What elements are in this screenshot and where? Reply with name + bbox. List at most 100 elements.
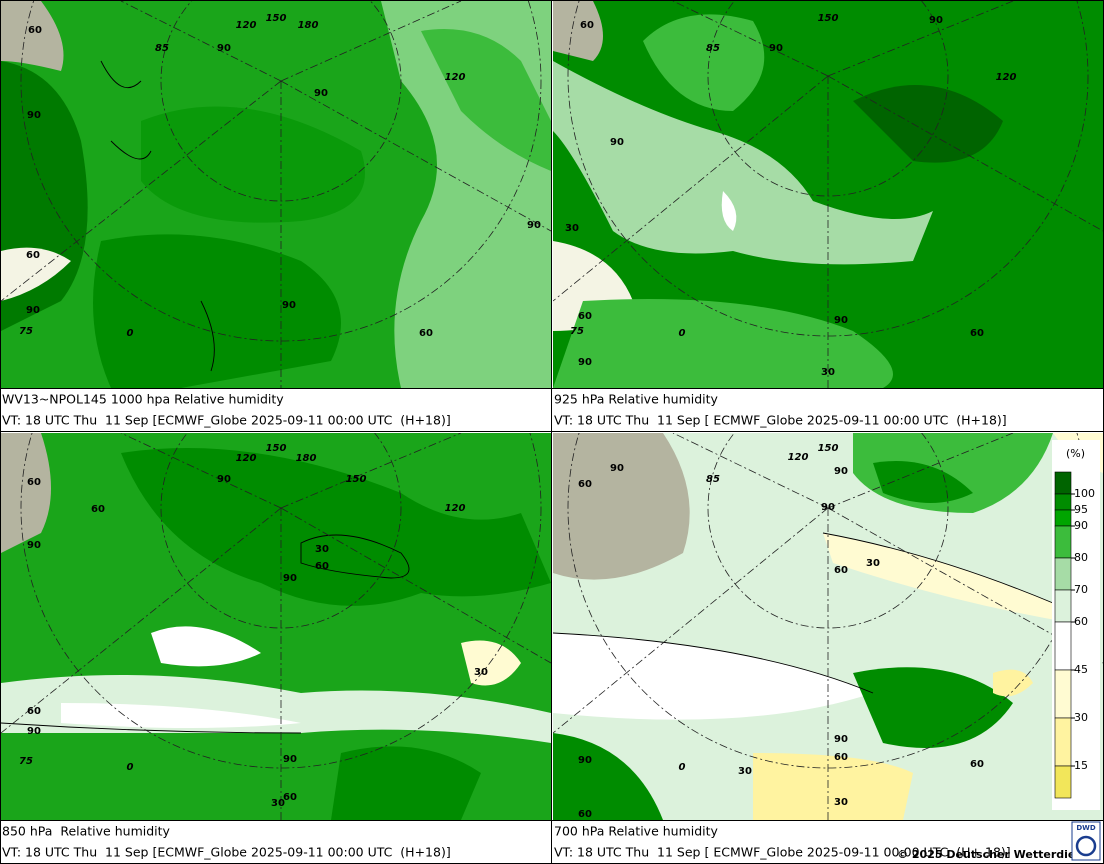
contour-label: 90 (314, 88, 328, 99)
panel-valid-time: VT: 18 UTC Thu 11 Sep [ ECMWF_Globe 2025… (554, 845, 1011, 860)
contour-label: 60 (834, 752, 848, 763)
contour-label: 90 (217, 43, 231, 54)
contour-label: 60 (578, 809, 592, 820)
legend-swatch (1054, 621, 1072, 671)
graticule-label: 85 (706, 474, 720, 485)
contour-label: 30 (738, 766, 752, 777)
map-shape (993, 669, 1033, 697)
legend-label: 95 (1074, 503, 1088, 516)
copyright: © 2025 Deutscher Wetterdienst (897, 848, 1095, 861)
map-shape (553, 433, 1103, 820)
map-shape (643, 14, 765, 112)
map-shape (20, 433, 542, 769)
legend-label: 70 (1074, 583, 1088, 596)
contour-label: 60 (283, 792, 297, 803)
graticule-label: 180 (298, 20, 319, 31)
contour-label: 90 (834, 734, 848, 745)
legend-swatch (1054, 471, 1072, 495)
contour-label: 90 (821, 502, 835, 513)
graticule-label: 150 (346, 474, 367, 485)
graticule-label: 75 (570, 326, 584, 337)
graticule-label: 0 (679, 328, 686, 339)
map-shape (873, 461, 973, 503)
contour-label: 60 (970, 328, 984, 339)
map-shape (753, 753, 913, 820)
graticule-label: 75 (19, 326, 33, 337)
graticule-label: 180 (296, 453, 317, 464)
contour-label: 60 (578, 479, 592, 490)
map-shape (853, 85, 1003, 163)
legend-swatch (1054, 557, 1072, 591)
map-shape (1, 534, 410, 734)
map-shape (1, 1, 551, 388)
legend-label: 90 (1074, 519, 1088, 532)
legend-swatch (1054, 493, 1072, 511)
graticule-label: 120 (788, 452, 809, 463)
contour-label: 60 (419, 328, 433, 339)
legend-swatch (1054, 589, 1072, 623)
legend-label: 60 (1074, 615, 1088, 628)
legend-label: 100 (1074, 487, 1095, 500)
map-shape (93, 234, 341, 388)
contour-label: 60 (578, 311, 592, 322)
map-shape (553, 433, 690, 580)
graticule-label: 85 (155, 43, 169, 54)
legend-label: 30 (1074, 711, 1088, 724)
legend-swatch (1054, 717, 1072, 767)
legend-swatch (1054, 765, 1072, 799)
contour-label: 90 (929, 15, 943, 26)
map-shape (151, 626, 261, 667)
map-shape (100, 60, 215, 372)
contour-label: 60 (315, 561, 329, 572)
contour-label: 30 (315, 544, 329, 555)
legend-label: 15 (1074, 759, 1088, 772)
legend-swatch (1054, 509, 1072, 527)
contour-label: 30 (565, 223, 579, 234)
map-shape (553, 433, 1103, 820)
panel-caption: WV13~NPOL145 1000 hpa Relative humidity (2, 392, 284, 407)
map-shape (553, 633, 873, 720)
contour-label: 90 (610, 463, 624, 474)
panel-valid-time: VT: 18 UTC Thu 11 Sep [ECMWF_Globe 2025-… (2, 413, 451, 428)
map-shape (853, 667, 1013, 748)
map-shape (553, 733, 663, 820)
contour-label: 30 (821, 367, 835, 378)
contour-label: 60 (970, 759, 984, 770)
map-shape (121, 448, 551, 606)
graticule-label: 150 (818, 443, 839, 454)
map-shape (1, 433, 551, 820)
map-shape (553, 1, 603, 61)
map-shape (1, 1, 64, 71)
graticule-label: 0 (127, 762, 134, 773)
contour-label: 90 (217, 474, 231, 485)
graticule-label: 85 (706, 43, 720, 54)
graticule-label: 75 (19, 756, 33, 767)
map-shape (20, 1, 542, 342)
map-shape (553, 299, 893, 388)
contour-label: 60 (28, 25, 42, 36)
graticule-label: 120 (236, 453, 257, 464)
contour-label: 90 (27, 110, 41, 121)
graticule-label: 150 (266, 443, 287, 454)
contour-label: 60 (91, 504, 105, 515)
map-shape (1, 1, 551, 388)
map-shape (141, 106, 365, 223)
contour-label: 90 (769, 43, 783, 54)
map-shape (553, 61, 933, 265)
contour-label: 90 (834, 466, 848, 477)
contour-label: 90 (282, 300, 296, 311)
contour-label: 90 (283, 754, 297, 765)
contour-label: 90 (834, 315, 848, 326)
graticule-label: 150 (266, 13, 287, 24)
map-shape (721, 191, 737, 231)
legend-unit: (%) (1066, 447, 1085, 460)
graticule-label: 120 (445, 503, 466, 514)
map-shape (1, 433, 51, 553)
contour-label: 60 (27, 706, 41, 717)
contour-label: 30 (271, 798, 285, 809)
graticule-label: 120 (236, 20, 257, 31)
contour-label: 60 (26, 250, 40, 261)
graticule-label: 150 (818, 13, 839, 24)
